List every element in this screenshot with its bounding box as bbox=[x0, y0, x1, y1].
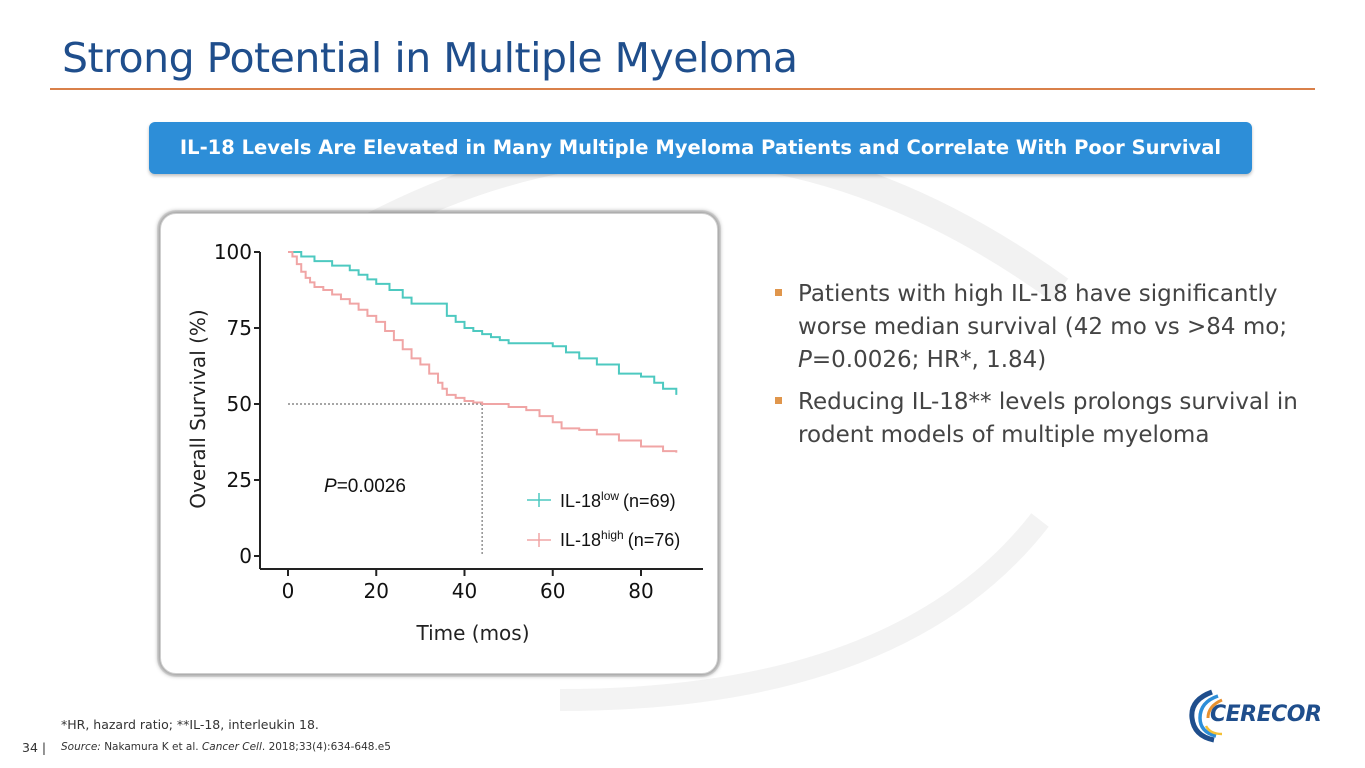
il18-low-survival-curve bbox=[288, 251, 678, 395]
p-value-number: =0.0026 bbox=[337, 476, 406, 497]
legend-high-label: IL-18high (n=76) bbox=[560, 528, 680, 550]
key-findings: Patients with high IL-18 have significan… bbox=[775, 278, 1305, 461]
bullet-line: Patients with high IL-18 have significan… bbox=[798, 281, 1278, 307]
x-tick-label: 60 bbox=[540, 579, 565, 603]
bullet-line: in rodent models of multiple myeloma bbox=[798, 389, 1298, 448]
bullet-item: Reducing IL-18** levels prolongs surviva… bbox=[775, 386, 1305, 452]
y-axis-label: Overall Survival (%) bbox=[186, 309, 210, 508]
source-citation: Source: Nakamura K et al. Cancer Cell. 2… bbox=[61, 741, 391, 753]
p-value-annotation: P=0.0026 bbox=[324, 476, 406, 497]
bullet-line: Reducing IL-18** levels prolongs surviva… bbox=[798, 389, 1270, 415]
bullet-square-icon bbox=[775, 289, 782, 296]
page-number: 34 | bbox=[22, 740, 47, 755]
legend-low-label: IL-18low (n=69) bbox=[560, 489, 676, 511]
company-logo: CERECOR bbox=[1188, 686, 1323, 744]
bullet-line: worse median survival bbox=[798, 314, 1058, 340]
y-tick-label: 25 bbox=[227, 468, 252, 492]
title-divider bbox=[50, 88, 1315, 90]
bullet-item: Patients with high IL-18 have significan… bbox=[775, 278, 1305, 377]
x-tick-label: 80 bbox=[628, 579, 653, 603]
x-tick-label: 0 bbox=[282, 579, 295, 603]
survival-chart-card: 0 25 50 75 100 0 20 40 60 80 Time (mos) Overall S… bbox=[160, 213, 718, 674]
x-tick-label: 20 bbox=[364, 579, 389, 603]
y-tick-label: 100 bbox=[214, 240, 252, 264]
p-value-italic: P bbox=[324, 476, 337, 497]
y-tick-label: 50 bbox=[227, 392, 252, 416]
logo-swirl-icon bbox=[1189, 689, 1223, 743]
x-axis-label: Time (mos) bbox=[415, 621, 529, 645]
legend: IL-18low (n=69) IL-18high (n=76) bbox=[527, 489, 680, 550]
kaplan-meier-chart: 0 25 50 75 100 0 20 40 60 80 Time (mos) Overall S… bbox=[186, 240, 703, 645]
y-tick-label: 0 bbox=[239, 544, 252, 568]
y-tick-label: 75 bbox=[227, 316, 252, 340]
headline-banner: IL-18 Levels Are Elevated in Many Multip… bbox=[149, 122, 1252, 174]
footnote: *HR, hazard ratio; **IL-18, interleukin … bbox=[61, 717, 319, 732]
bullet-parenthetical: (42 mo vs >84 mo; P=0.0026; HR*, 1.84) bbox=[798, 314, 1288, 373]
il18-high-survival-curve bbox=[288, 251, 678, 453]
page-title: Strong Potential in Multiple Myeloma bbox=[62, 34, 798, 82]
bullet-square-icon bbox=[775, 397, 782, 404]
logo-text: CERECOR bbox=[1210, 702, 1322, 727]
x-tick-label: 40 bbox=[452, 579, 477, 603]
